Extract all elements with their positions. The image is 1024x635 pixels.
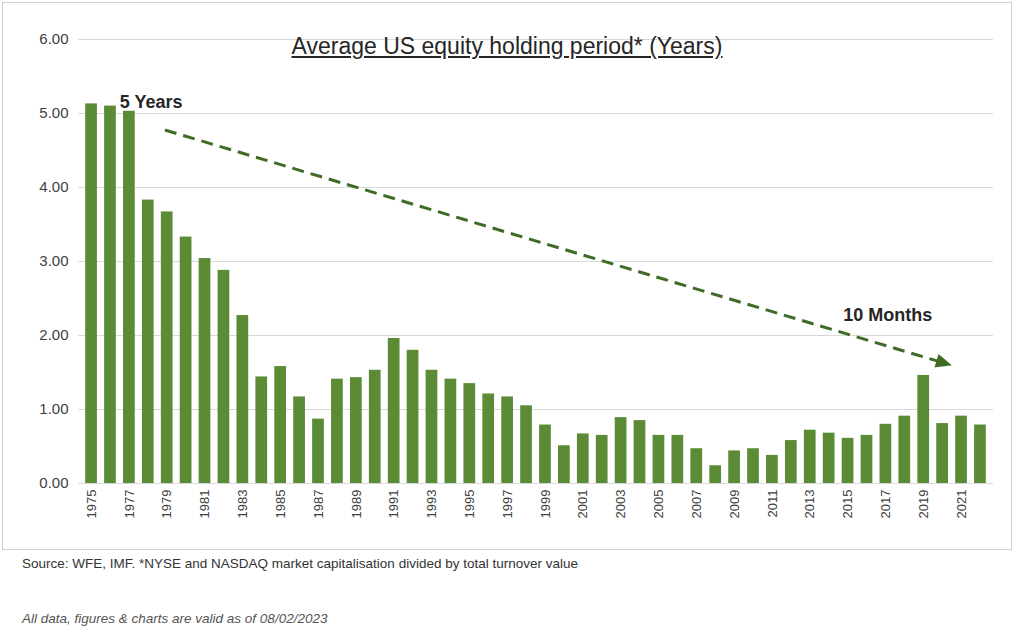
svg-text:1.00: 1.00 (39, 400, 68, 417)
svg-text:2017: 2017 (878, 490, 893, 519)
svg-text:1989: 1989 (348, 490, 363, 519)
svg-text:2009: 2009 (727, 490, 742, 519)
svg-text:1975: 1975 (84, 490, 99, 519)
svg-text:0.00: 0.00 (39, 474, 68, 491)
svg-text:1987: 1987 (311, 490, 326, 519)
svg-text:1991: 1991 (386, 490, 401, 519)
html-text:Average US equity holding peri: Average US equity holding period* (Years… (291, 33, 723, 59)
svg-text:4.00: 4.00 (39, 178, 68, 195)
svg-text:1977: 1977 (122, 490, 137, 519)
svg-text:3.00: 3.00 (39, 252, 68, 269)
svg-text:1985: 1985 (273, 490, 288, 519)
svg-text:5 Years: 5 Years (120, 92, 183, 112)
svg-text:1999: 1999 (538, 490, 553, 519)
svg-text:5.00: 5.00 (39, 104, 68, 121)
svg-text:1979: 1979 (159, 490, 174, 519)
svg-text:2007: 2007 (689, 490, 704, 519)
svg-text:2015: 2015 (840, 490, 855, 519)
svg-text:1993: 1993 (424, 490, 439, 519)
html-text:Source: WFE, IMF. *NYSE and NA: Source: WFE, IMF. *NYSE and NASDAQ marke… (22, 556, 578, 571)
svg-text:10 Months: 10 Months (843, 305, 932, 325)
svg-text:1983: 1983 (235, 490, 250, 519)
svg-text:2.00: 2.00 (39, 326, 68, 343)
svg-text:2011: 2011 (765, 490, 780, 518)
svg-text:2001: 2001 (575, 490, 590, 519)
svg-text:1997: 1997 (500, 490, 515, 519)
svg-text:2019: 2019 (916, 490, 931, 519)
svg-text:2003: 2003 (613, 490, 628, 519)
svg-text:2005: 2005 (651, 490, 666, 519)
html-text:All data, figures & charts are: All data, figures & charts are valid as … (22, 611, 328, 626)
svg-text:1995: 1995 (462, 490, 477, 519)
svg-text:6.00: 6.00 (39, 30, 68, 47)
svg-text:1981: 1981 (197, 490, 212, 519)
svg-text:2021: 2021 (954, 490, 969, 519)
svg-text:2013: 2013 (802, 490, 817, 519)
